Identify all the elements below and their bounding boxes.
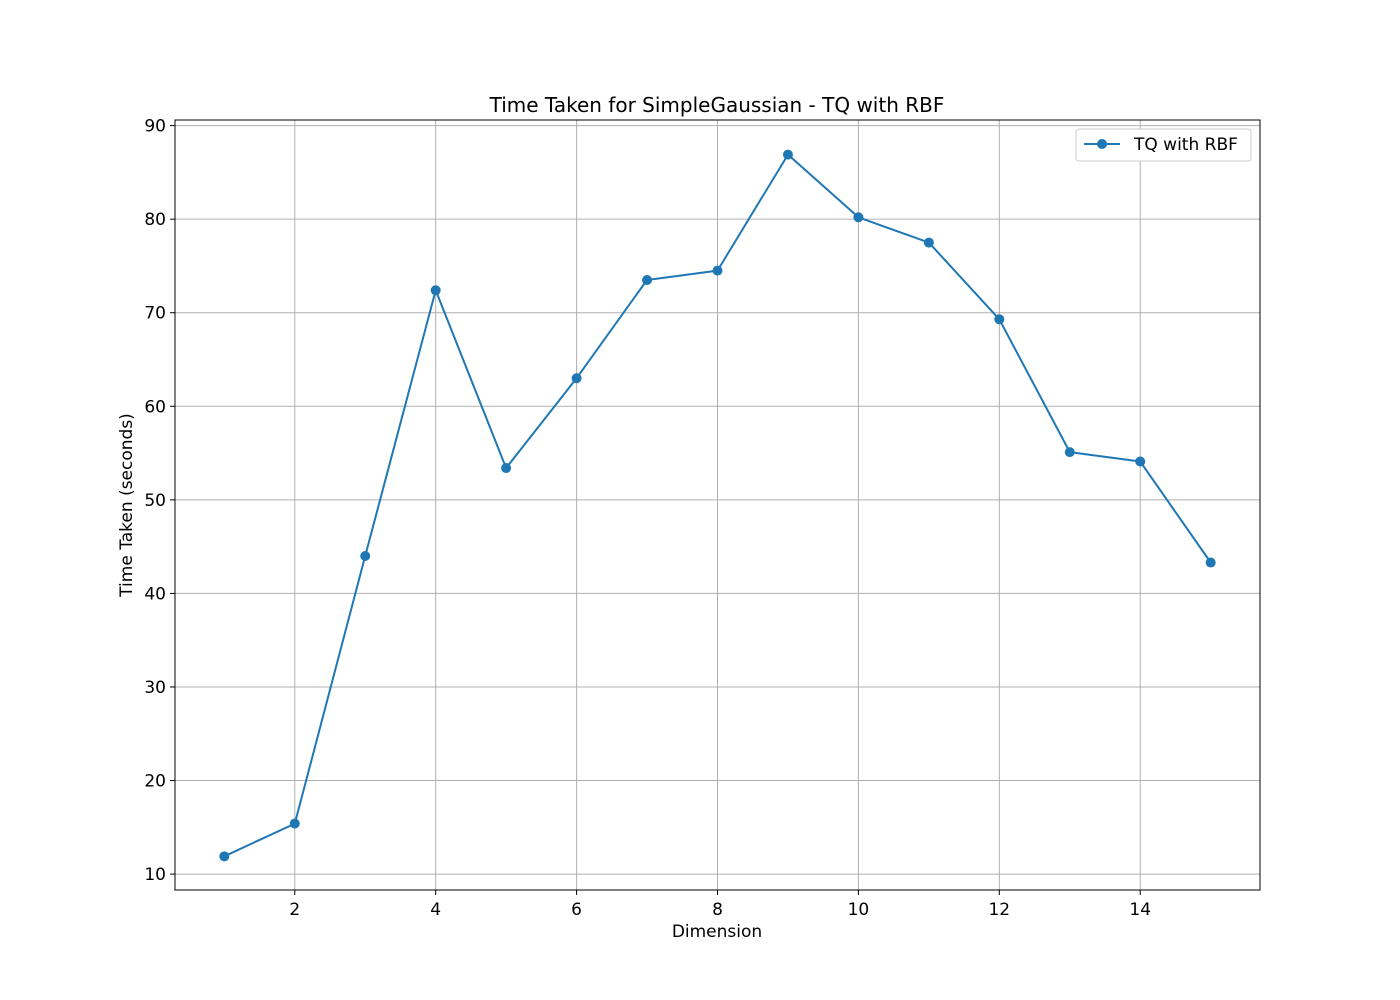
y-tick-label: 90: [144, 117, 166, 137]
data-point: [1205, 557, 1216, 568]
data-point: [712, 265, 723, 276]
data-point: [571, 373, 582, 384]
y-axis-label: Time Taken (seconds): [117, 413, 137, 598]
data-point: [994, 314, 1005, 325]
axis-ticks: 2 4 6 8 10 12 14 10 20 30 40 50 60 70 80 90: [144, 117, 1151, 920]
data-point: [853, 212, 864, 223]
data-point: [923, 237, 934, 248]
y-tick-label: 60: [144, 397, 166, 417]
data-point: [782, 149, 793, 160]
data-point: [1064, 447, 1075, 458]
data-point: [219, 851, 230, 862]
y-tick-label: 30: [144, 678, 166, 698]
data-point: [289, 818, 300, 829]
x-tick-label: 2: [289, 900, 300, 920]
data-point: [1135, 456, 1146, 467]
plot-area: [219, 149, 1216, 862]
legend-box: [1075, 128, 1252, 162]
y-tick-label: 70: [144, 304, 166, 324]
x-tick-label: 6: [571, 900, 582, 920]
legend-marker-swatch: [1097, 139, 1107, 149]
x-tick-label: 4: [430, 900, 441, 920]
legend: TQ with RBF: [1075, 128, 1252, 162]
y-tick-label: 10: [144, 865, 166, 885]
y-tick-label: 50: [144, 491, 166, 511]
data-point: [360, 550, 371, 561]
y-tick-label: 40: [144, 584, 166, 604]
grid-lines: [175, 120, 1260, 890]
x-tick-label: 14: [1129, 900, 1151, 920]
x-tick-label: 12: [988, 900, 1010, 920]
chart-title: Time Taken for SimpleGaussian - TQ with …: [489, 93, 945, 117]
legend-label: TQ with RBF: [1133, 135, 1238, 155]
y-tick-label: 80: [144, 210, 166, 230]
data-point: [501, 463, 512, 474]
x-axis-label: Dimension: [672, 922, 762, 942]
data-point: [642, 274, 653, 285]
data-point: [430, 285, 441, 296]
y-tick-label: 20: [144, 772, 166, 792]
x-tick-label: 8: [712, 900, 723, 920]
x-tick-label: 10: [848, 900, 870, 920]
